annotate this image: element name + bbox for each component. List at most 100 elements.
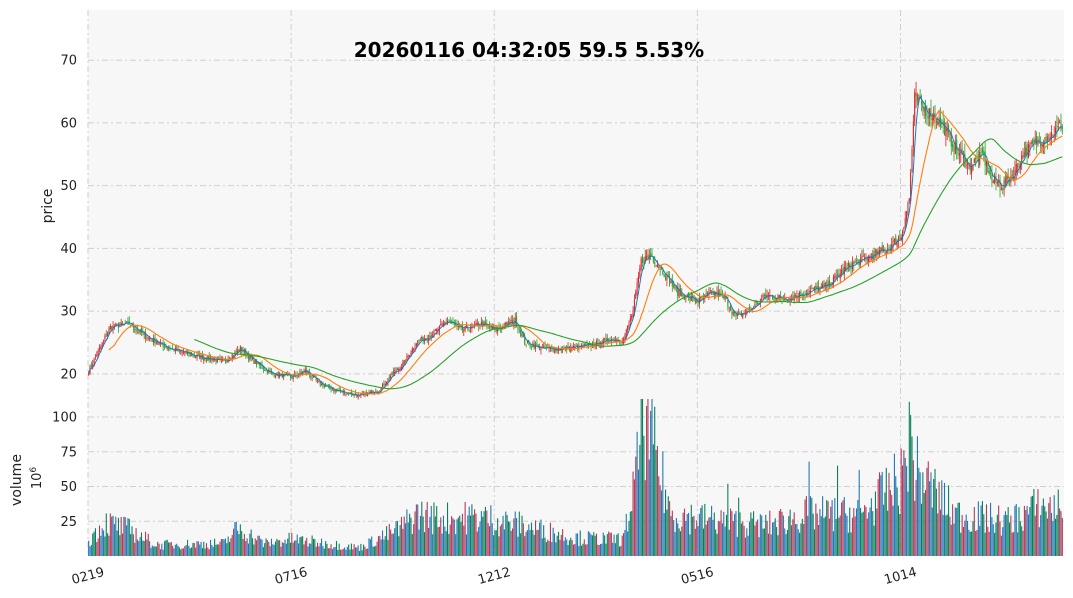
candle-body: [965, 167, 967, 169]
candle-body: [625, 329, 627, 338]
volume-bar: [949, 516, 951, 556]
volume-bar: [937, 513, 939, 556]
volume-bar: [314, 539, 316, 556]
candle-body: [669, 276, 671, 285]
volume-bar: [377, 536, 380, 556]
volume-bar: [972, 521, 974, 556]
candle-body: [972, 164, 974, 170]
volume-bar: [566, 539, 568, 556]
volume-bar: [120, 516, 122, 556]
volume-bar: [735, 511, 737, 556]
volume-bar: [712, 519, 714, 556]
candle-body: [755, 302, 757, 304]
candle-body: [437, 329, 439, 331]
candle-body: [1017, 165, 1019, 167]
candle-body: [888, 247, 890, 249]
candle-body: [516, 316, 518, 327]
candle-body: [189, 351, 191, 356]
candle-body: [992, 180, 994, 184]
volume-bar: [140, 532, 143, 556]
volume-bar: [388, 523, 390, 556]
candle-body: [800, 291, 802, 296]
volume-bar: [765, 514, 767, 556]
candle-body: [988, 170, 990, 175]
candle-body: [505, 322, 507, 326]
candle-body: [850, 267, 852, 270]
candle-body: [131, 323, 133, 327]
volume-bar: [876, 508, 878, 556]
candle-body: [146, 338, 148, 340]
volume-bar: [666, 509, 668, 556]
candle-body: [386, 381, 388, 385]
volume-bar: [256, 540, 258, 556]
volume-bar: [1033, 488, 1035, 556]
candle-body: [563, 346, 565, 348]
volume-bar: [923, 492, 925, 556]
volume-bar: [341, 549, 343, 556]
price-tick-label: 30: [60, 305, 77, 320]
volume-bar: [728, 529, 730, 556]
candle-body: [881, 245, 883, 251]
volume-bar: [941, 480, 943, 556]
volume-bar: [113, 524, 115, 556]
volume-bar: [908, 401, 910, 556]
candle-body: [182, 352, 185, 354]
volume-bar: [812, 513, 814, 556]
volume-bar: [640, 399, 642, 556]
volume-bar: [423, 532, 426, 556]
candle-body: [239, 346, 241, 352]
volume-bar: [606, 534, 608, 556]
candle-body: [483, 322, 485, 326]
candle-body: [1031, 139, 1034, 144]
volume-bar: [361, 550, 363, 556]
volume-bar: [759, 514, 761, 556]
volume-bar: [307, 546, 309, 556]
volume-bar: [878, 472, 881, 556]
candle-body: [560, 350, 562, 352]
candle-body: [633, 299, 635, 312]
volume-bar: [158, 543, 160, 556]
candle-body: [823, 282, 825, 287]
volume-bar: [304, 540, 306, 556]
candle-body: [662, 270, 664, 275]
volume-bar: [246, 538, 248, 556]
candle-body: [480, 321, 482, 325]
volume-bar: [602, 532, 604, 556]
volume-bar: [184, 546, 186, 556]
candle-body: [388, 377, 390, 379]
candle-body: [674, 285, 676, 289]
volume-bar: [926, 467, 928, 556]
volume-bar: [1029, 506, 1031, 556]
volume-bar: [763, 528, 765, 556]
candle-body: [281, 373, 283, 378]
candle-body: [272, 372, 274, 375]
candle-body: [885, 251, 887, 255]
volume-bar: [333, 547, 335, 556]
volume-bar: [872, 511, 874, 556]
candle-body: [866, 258, 868, 261]
volume-bar: [376, 541, 378, 556]
volume-bar: [216, 544, 218, 556]
volume-bar: [961, 515, 963, 556]
candle-body: [329, 386, 331, 389]
candle-body: [157, 341, 159, 344]
candle-body: [318, 381, 320, 383]
candle-body: [441, 323, 443, 326]
volume-bar: [231, 534, 233, 556]
candle-body: [925, 106, 927, 117]
volume-bar: [609, 532, 611, 556]
volume-bar: [977, 501, 979, 556]
candle-body: [369, 391, 371, 393]
volume-bar: [96, 541, 98, 556]
volume-bar: [191, 547, 193, 556]
volume-bar: [119, 535, 121, 556]
candle-body: [510, 320, 512, 322]
candle-body: [640, 258, 642, 270]
candle-body: [308, 371, 310, 375]
candle-body: [816, 285, 818, 288]
volume-bar: [235, 521, 237, 556]
volume-bar: [981, 501, 983, 556]
volume-bar: [950, 524, 952, 556]
candle-body: [195, 356, 197, 358]
volume-bar: [207, 547, 209, 556]
